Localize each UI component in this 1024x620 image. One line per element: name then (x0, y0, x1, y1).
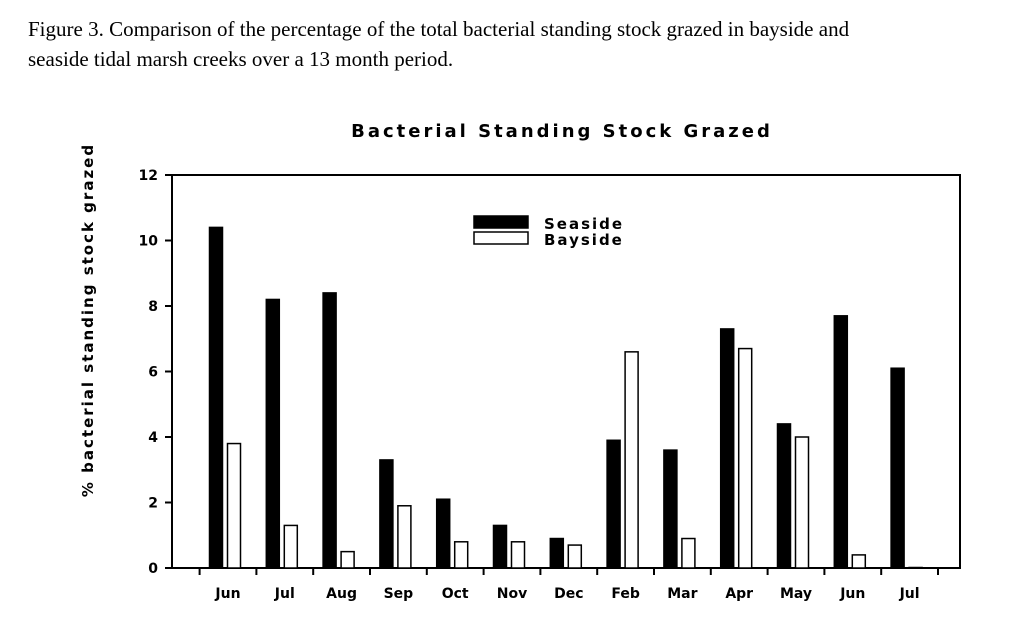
x-tick-label: Jun (839, 586, 865, 602)
legend: Seaside Bayside (473, 215, 624, 249)
bar-seaside-7 (606, 439, 621, 569)
bar-bayside-10 (794, 436, 810, 569)
bar-bayside-6 (567, 544, 583, 569)
bar-seaside-4 (435, 498, 451, 569)
bar-bayside-8 (681, 537, 696, 569)
x-axis: Jun Jul Aug Sep Oct Nov Dec Feb Mar Apr May Jun Jul (198, 568, 939, 602)
bar-seaside-8 (663, 449, 678, 569)
y-tick-label: 4 (148, 430, 158, 446)
bar-seaside-11 (833, 315, 849, 569)
x-tick-label: Mar (667, 586, 697, 602)
legend-swatch-seaside (473, 215, 529, 229)
bar-bayside-12 (908, 566, 923, 569)
bar-bayside-0 (226, 442, 242, 569)
y-axis-label: % bacterial standing stock grazed (79, 143, 97, 497)
bar-seaside-9 (719, 328, 735, 569)
bars (208, 226, 923, 569)
bar-bayside-11 (851, 554, 867, 569)
caption-line-1: Figure 3. Comparison of the percentage o… (28, 17, 850, 41)
bar-seaside-0 (208, 226, 224, 569)
bar-seaside-6 (549, 537, 565, 569)
x-tick-label: Dec (554, 586, 583, 602)
bar-bayside-2 (340, 550, 355, 569)
x-tick-label: Feb (611, 586, 640, 602)
legend-swatch-bayside (473, 231, 529, 245)
caption-line-2: seaside tidal marsh creeks over a 13 mon… (28, 47, 454, 71)
legend-label-seaside: Seaside (544, 215, 624, 233)
x-tick-label: Jun (214, 586, 240, 602)
y-tick-label: 12 (139, 168, 158, 184)
x-tick-label: Oct (442, 586, 469, 602)
bar-seaside-3 (379, 459, 394, 569)
x-tick-label: Jul (899, 586, 920, 602)
y-tick-label: 8 (148, 299, 158, 315)
x-tick-label: Aug (326, 586, 357, 602)
bar-bayside-1 (283, 524, 299, 569)
bar-seaside-1 (265, 298, 281, 569)
figure-caption: Figure 3. Comparison of the percentage o… (28, 14, 1018, 74)
x-tick-label: Nov (497, 586, 527, 602)
bar-bayside-7 (624, 351, 639, 569)
x-tick-label: Sep (384, 586, 414, 602)
y-tick-label: 10 (139, 234, 159, 250)
bar-seaside-12 (890, 367, 905, 569)
y-tick-label: 0 (148, 561, 158, 577)
chart-title: Bacterial Standing Stock Grazed (351, 121, 773, 142)
bar-seaside-5 (492, 524, 508, 569)
bar-seaside-2 (322, 292, 337, 569)
x-tick-label: Jul (274, 586, 295, 602)
bar-bayside-5 (510, 541, 526, 569)
legend-label-bayside: Bayside (544, 231, 624, 249)
bar-bayside-4 (453, 541, 469, 569)
y-axis: 0 2 4 6 8 10 12 (139, 168, 172, 577)
bar-seaside-10 (776, 423, 792, 569)
x-tick-label: Apr (725, 586, 753, 602)
x-tick-label: May (780, 586, 812, 602)
bar-bayside-3 (397, 505, 412, 569)
y-tick-label: 2 (148, 496, 158, 512)
bar-bayside-9 (737, 347, 753, 569)
y-tick-label: 6 (148, 365, 158, 381)
